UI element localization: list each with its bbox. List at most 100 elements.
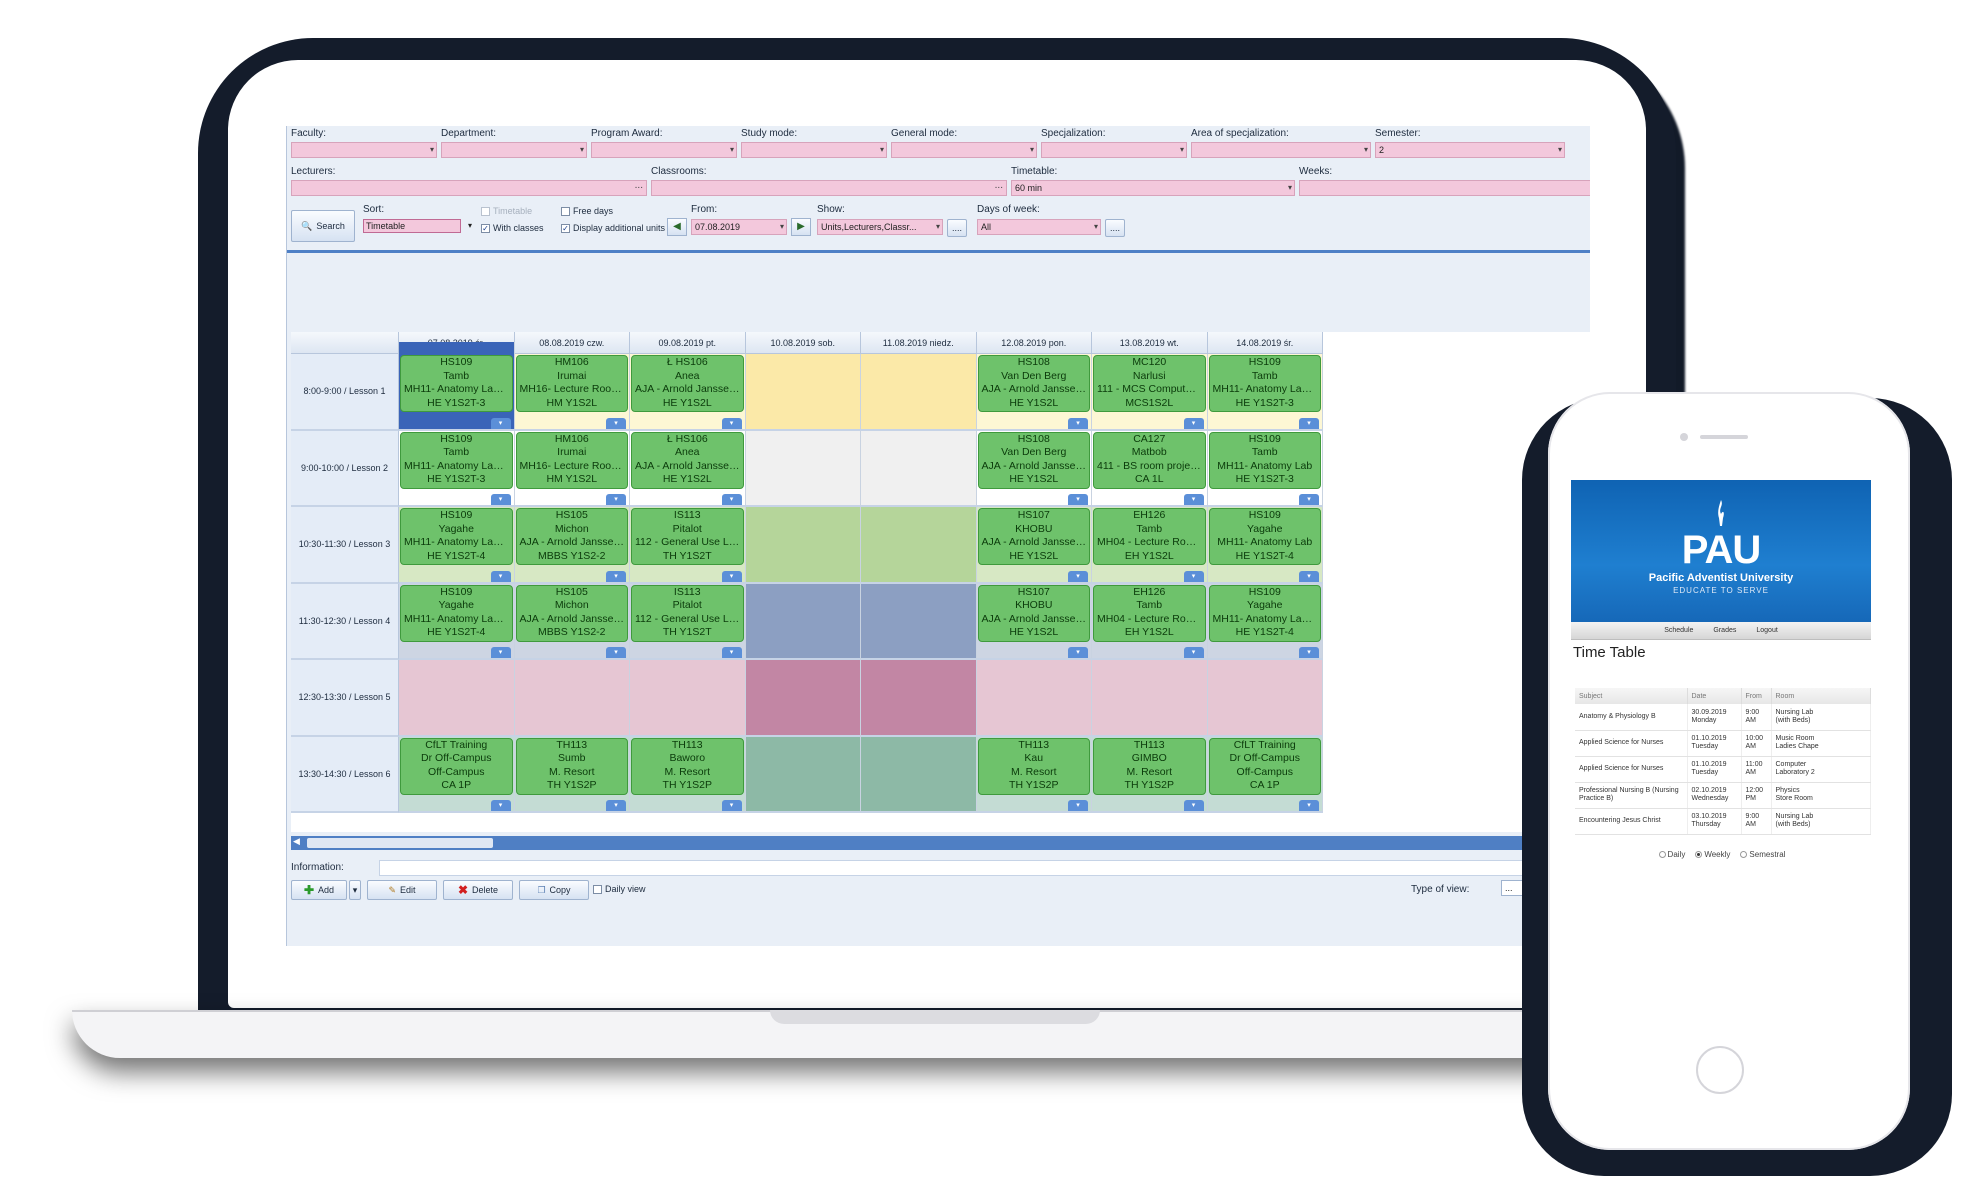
daily-view-checkbox[interactable]: Daily view <box>593 884 646 894</box>
scroll-left-icon[interactable]: ◀ <box>293 836 300 846</box>
timetable-cell[interactable] <box>976 660 1092 737</box>
free-days-checkbox[interactable]: Free days <box>561 206 613 216</box>
timetable-cell[interactable] <box>514 660 630 737</box>
class-event[interactable]: HS105 Michon AJA - Arnold Janssen... MBBS Y… <box>515 584 628 642</box>
general-mode-select[interactable]: ▾ <box>891 142 1037 158</box>
class-event[interactable]: EH126 Tamb MH04 - Lecture Room... EH Y1S2L <box>1093 584 1206 642</box>
scrollbar-thumb[interactable] <box>307 838 493 848</box>
expand-chevron-icon[interactable]: ▾ <box>490 647 511 658</box>
table-row[interactable]: Anatomy & Physiology B 30.09.2019 Monday 9:… <box>1575 704 1871 731</box>
show-select[interactable]: Units,Lecturers,Classr... ▾ <box>817 219 943 235</box>
day-header[interactable]: 11.08.2019 niedz. <box>861 332 977 354</box>
nav-logout[interactable]: Logout <box>1756 627 1778 634</box>
add-button[interactable]: ✚ Add <box>291 880 347 900</box>
expand-chevron-icon[interactable]: ▾ <box>1068 494 1088 505</box>
class-event[interactable]: HS109 Tamb MH11- Anatomy Lab (... HE Y1S2T-… <box>400 431 513 489</box>
expand-chevron-icon[interactable]: ▾ <box>721 494 742 505</box>
expand-chevron-icon[interactable]: ▾ <box>490 494 511 505</box>
nav-grades[interactable]: Grades <box>1713 627 1737 634</box>
timetable-cell[interactable] <box>745 660 861 737</box>
show-more-button[interactable]: .... <box>947 219 967 237</box>
expand-chevron-icon[interactable]: ▾ <box>721 647 742 658</box>
expand-chevron-icon[interactable]: ▾ <box>1068 647 1088 658</box>
edit-button[interactable]: ✎ Edit <box>367 880 437 900</box>
table-row[interactable]: Applied Science for Nurses 01.10.2019 Tues… <box>1575 756 1871 783</box>
timetable-cell[interactable] <box>861 660 977 737</box>
phone-home-button[interactable] <box>1696 1046 1744 1094</box>
class-event[interactable]: HS107 KHOBU AJA - Arnold Janssen... HE Y1S2… <box>977 584 1090 642</box>
add-dropdown-button[interactable]: ▾ <box>349 880 361 900</box>
days-more-button[interactable]: .... <box>1105 219 1125 237</box>
class-event[interactable]: HS109 Tamb MH11- Anatomy Lab (... HE Y1S2T-… <box>1208 355 1321 412</box>
day-header[interactable]: 13.08.2019 wt. <box>1092 332 1208 354</box>
expand-chevron-icon[interactable]: ▾ <box>1183 800 1204 811</box>
expand-chevron-icon[interactable]: ▾ <box>1183 494 1204 505</box>
table-row[interactable]: Professional Nursing B (Nursing Practice… <box>1575 782 1871 809</box>
timetable-select[interactable]: 60 min ▾ <box>1011 180 1295 196</box>
weeks-select[interactable] <box>1299 180 1590 196</box>
radio-daily[interactable]: Daily <box>1658 850 1685 859</box>
radio-weekly[interactable]: Weekly <box>1695 850 1730 859</box>
expand-chevron-icon[interactable]: ▾ <box>1299 647 1319 658</box>
class-event[interactable]: HS105 Michon AJA - Arnold Janssen... MBBS Y… <box>515 508 628 565</box>
delete-button[interactable]: ✖ Delete <box>443 880 513 900</box>
day-header[interactable]: 14.08.2019 śr. <box>1207 332 1323 354</box>
expand-chevron-icon[interactable]: ▾ <box>606 570 626 582</box>
class-event[interactable]: HS108 Van Den Berg AJA - Arnold Janssen...… <box>977 355 1090 412</box>
class-event[interactable]: IS113 Pitalot 112 - General Use Lab TH Y1S2… <box>631 508 744 565</box>
timetable-cell[interactable] <box>745 430 861 507</box>
class-event[interactable]: HS109 Tamb MH11- Anatomy Lab (... HE Y1S2T-… <box>400 355 513 412</box>
day-header[interactable]: 09.08.2019 pt. <box>630 332 746 354</box>
class-event[interactable]: CfLT Training Dr Off-Campus Off-Campus CA 1… <box>400 737 513 795</box>
timetable-cell[interactable] <box>861 736 977 813</box>
expand-chevron-icon[interactable]: ▾ <box>606 800 626 811</box>
previous-date-button[interactable]: ◀ <box>667 218 687 236</box>
expand-chevron-icon[interactable]: ▾ <box>1068 800 1088 811</box>
expand-chevron-icon[interactable]: ▾ <box>721 800 742 811</box>
class-event[interactable]: TH113 GIMBO M. Resort TH Y1S2P <box>1093 737 1206 795</box>
next-date-button[interactable]: ▶ <box>791 218 811 236</box>
program-award-select[interactable]: ▾ <box>591 142 737 158</box>
expand-chevron-icon[interactable]: ▾ <box>490 570 511 582</box>
with-classes-checkbox[interactable]: ✓ With classes <box>481 223 544 233</box>
class-event[interactable]: IS113 Pitalot 112 - General Use Lab TH Y1S2… <box>631 584 744 642</box>
from-date-select[interactable]: 07.08.2019 ▾ <box>691 219 787 235</box>
copy-button[interactable]: ❐ Copy <box>519 880 589 900</box>
class-event[interactable]: HM106 Irumai MH16- Lecture Room... HM Y1S2L <box>515 355 628 412</box>
expand-chevron-icon[interactable]: ▾ <box>490 417 511 429</box>
expand-chevron-icon[interactable]: ▾ <box>1299 417 1319 429</box>
timetable-cell[interactable] <box>861 583 977 660</box>
timetable-cell[interactable] <box>861 507 977 584</box>
expand-chevron-icon[interactable]: ▾ <box>1299 494 1319 505</box>
expand-chevron-icon[interactable]: ▾ <box>1183 570 1204 582</box>
class-event[interactable]: CA127 Matbob 411 - BS room project... CA 1L <box>1093 431 1206 489</box>
information-field[interactable] <box>379 860 1590 876</box>
expand-chevron-icon[interactable]: ▾ <box>1183 417 1204 429</box>
class-event[interactable]: HS109 Yagahe MH11- Anatomy Lab HE Y1S2T-4 <box>1208 508 1321 565</box>
class-event[interactable]: TH113 Sumb M. Resort TH Y1S2P <box>515 737 628 795</box>
class-event[interactable]: HS109 Yagahe MH11- Anatomy Lab (... HE Y1S2… <box>400 508 513 565</box>
table-row[interactable]: Encountering Jesus Christ 03.10.2019 Thurs… <box>1575 808 1871 835</box>
horizontal-scrollbar[interactable]: ◀ <box>291 836 1590 850</box>
day-header[interactable]: 08.08.2019 czw. <box>514 332 630 354</box>
lecturers-select[interactable]: ... <box>291 180 647 196</box>
timetable-cell[interactable] <box>399 660 515 737</box>
table-row[interactable]: Applied Science for Nurses 01.10.2019 Tues… <box>1575 730 1871 757</box>
class-event[interactable]: Ł HS106 Anea AJA - Arnold Janssen... HE Y1S… <box>631 431 744 489</box>
timetable-cell[interactable] <box>1092 660 1208 737</box>
specjalization-select[interactable]: ▾ <box>1041 142 1187 158</box>
timetable-cell[interactable] <box>745 507 861 584</box>
timetable-cell[interactable] <box>1207 660 1323 737</box>
class-event[interactable]: HS108 Van Den Berg AJA - Arnold Janssen...… <box>977 431 1090 489</box>
expand-chevron-icon[interactable]: ▾ <box>606 647 626 658</box>
class-event[interactable]: TH113 Kau M. Resort TH Y1S2P <box>977 737 1090 795</box>
class-event[interactable]: Ł HS106 Anea AJA - Arnold Janssen... HE Y1S… <box>631 355 744 412</box>
expand-chevron-icon[interactable]: ▾ <box>1068 570 1088 582</box>
class-event[interactable]: HM106 Irumai MH16- Lecture Room... HM Y1S2L <box>515 431 628 489</box>
days-of-week-select[interactable]: All ▾ <box>977 219 1101 235</box>
display-additional-units-checkbox[interactable]: ✓ Display additional units <box>561 223 666 233</box>
expand-chevron-icon[interactable]: ▾ <box>490 800 511 811</box>
expand-chevron-icon[interactable]: ▾ <box>1183 647 1204 658</box>
class-event[interactable]: EH126 Tamb MH04 - Lecture Room... EH Y1S2L <box>1093 508 1206 565</box>
faculty-select[interactable]: ▾ <box>291 142 437 158</box>
